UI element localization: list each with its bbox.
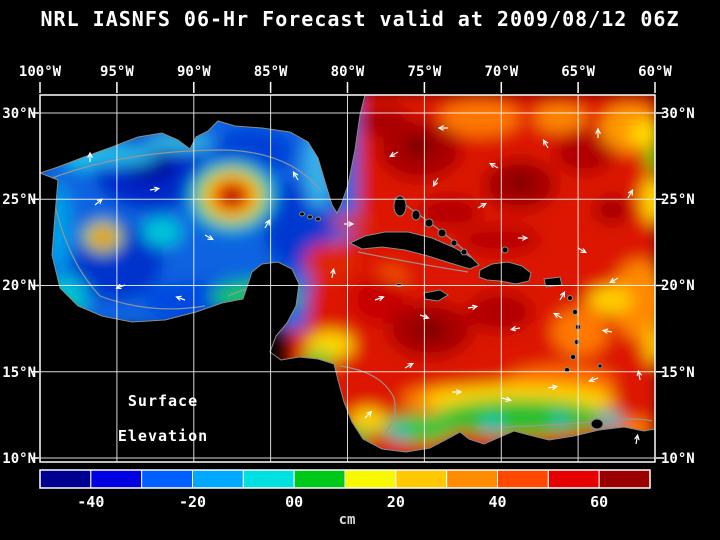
current-arrow [264, 220, 270, 229]
land-north-america-florida [40, 95, 366, 215]
lat-label-left: 30°N [2, 106, 36, 122]
lon-label: 95°W [100, 64, 134, 80]
colorbar-segment [192, 469, 244, 489]
lon-label: 85°W [254, 64, 288, 80]
land-bahamas [437, 228, 447, 238]
current-arrow [610, 277, 619, 283]
axis-ticks [31, 82, 664, 459]
lat-label-left: 25°N [2, 192, 36, 208]
land-lesser-antilles [572, 309, 578, 315]
annotation-variable-line1: Surface [128, 392, 198, 410]
lon-label: 75°W [408, 64, 442, 80]
current-arrow [636, 435, 638, 445]
colorbar-segment [446, 469, 498, 489]
page-title: NRL IASNFS 06-Hr Forecast valid at 2009/… [40, 7, 679, 31]
land-bahamas [424, 218, 434, 228]
lon-label: 90°W [177, 64, 211, 80]
current-arrow [149, 188, 159, 190]
colorbar-tick-label: 40 [488, 493, 506, 511]
colorbar-tick-label: -40 [77, 493, 104, 511]
lat-label-right: 15°N [661, 365, 695, 381]
lat-label-right: 25°N [661, 192, 695, 208]
colorbar-tick-label: 60 [590, 493, 608, 511]
lat-label-left: 20°N [2, 278, 36, 294]
lat-label-right: 20°N [661, 278, 695, 294]
current-arrow [374, 297, 383, 300]
land-florida-keys [299, 211, 305, 217]
current-arrow [490, 164, 499, 169]
current-arrow [547, 386, 557, 388]
colorbar-segment [547, 469, 600, 489]
current-arrow [577, 247, 586, 253]
colorbar-segment [293, 469, 346, 489]
current-arrow [627, 190, 633, 199]
colorbar-segment [141, 469, 194, 489]
land-hispaniola [478, 261, 532, 285]
lat-label-right: 10°N [661, 451, 695, 467]
land-bahamas [393, 195, 407, 217]
axis-labels: 100°W 95°W 90°W 85°W 80°W 75°W 70°W 65°W… [2, 64, 694, 467]
current-arrow [204, 234, 213, 240]
colorbar-segment [242, 469, 295, 489]
land-lesser-antilles [570, 354, 576, 360]
current-arrow [603, 330, 613, 332]
current-arrow [364, 412, 371, 419]
current-arrow [511, 328, 521, 330]
land-florida-keys [315, 216, 321, 222]
lon-label: 65°W [561, 64, 595, 80]
land-bahamas [460, 248, 468, 256]
grid-lines [40, 95, 655, 462]
current-arrow [638, 371, 640, 381]
current-arrow [467, 306, 477, 308]
land-bahamas [411, 209, 421, 221]
land-lesser-antilles [574, 339, 580, 345]
current-arrow [544, 140, 549, 149]
current-arrow [390, 151, 399, 157]
colorbar-segment [497, 469, 549, 489]
current-arrow [559, 292, 565, 301]
current-arrows [90, 128, 640, 445]
map-plot: 100°W 95°W 90°W 85°W 80°W 75°W 70°W 65°W… [2, 64, 694, 467]
map-frame [39, 94, 656, 463]
colorbar-segment [344, 469, 397, 489]
lat-label-left: 10°N [2, 451, 36, 467]
colorbar-segment [598, 469, 651, 489]
current-arrow [177, 297, 186, 300]
land-barbados [597, 363, 603, 369]
land-turks [501, 246, 509, 254]
land-florida-keys [307, 214, 313, 220]
current-arrow [332, 269, 334, 279]
colorbar-segment [90, 469, 143, 489]
current-arrow [404, 364, 413, 369]
current-arrow [501, 398, 511, 400]
land-bahamas [450, 239, 458, 247]
colorbar-unit-label: cm [339, 512, 356, 528]
annotation-variable-line2: Elevation [118, 427, 208, 445]
current-arrow [294, 172, 299, 181]
lat-label-right: 30°N [661, 106, 695, 122]
lat-label-left: 15°N [2, 365, 36, 381]
lon-label: 60°W [638, 64, 672, 80]
colorbar-tick-label: 00 [285, 493, 303, 511]
current-arrow [554, 314, 563, 319]
colorbar-segment [39, 469, 92, 489]
elevation-field [40, 95, 655, 462]
colorbar-tick-label: -20 [179, 493, 206, 511]
lon-label: 70°W [484, 64, 518, 80]
current-arrow [434, 177, 439, 186]
land-cuba [348, 231, 480, 270]
current-arrow [477, 204, 486, 209]
colorbar-tick-label: 20 [387, 493, 405, 511]
colorbar-border [39, 469, 651, 489]
lon-label: 80°W [331, 64, 365, 80]
lon-label: 100°W [19, 64, 62, 80]
land-lesser-antilles [567, 295, 573, 301]
current-arrow [590, 378, 599, 381]
colorbar-segment [395, 469, 448, 489]
current-arrow [94, 199, 102, 206]
land-trinidad [590, 418, 604, 430]
land-lesser-antilles [564, 367, 570, 373]
